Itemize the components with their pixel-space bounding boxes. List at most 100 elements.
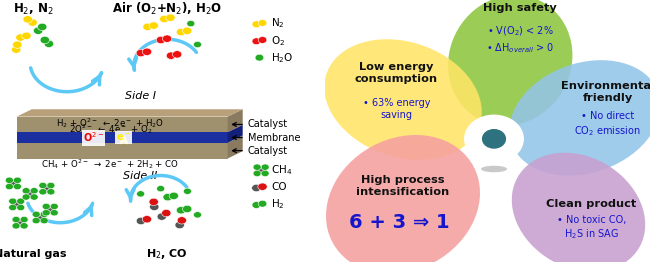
Circle shape bbox=[47, 189, 55, 195]
Circle shape bbox=[183, 188, 192, 194]
Text: N$_2$: N$_2$ bbox=[271, 17, 285, 30]
Circle shape bbox=[142, 216, 151, 223]
Polygon shape bbox=[227, 109, 242, 132]
Text: H$_2$O: H$_2$O bbox=[271, 51, 294, 64]
Circle shape bbox=[258, 183, 267, 190]
Circle shape bbox=[166, 52, 176, 59]
Circle shape bbox=[162, 35, 172, 42]
Circle shape bbox=[20, 223, 28, 229]
Polygon shape bbox=[227, 125, 242, 143]
Polygon shape bbox=[227, 135, 242, 159]
Circle shape bbox=[149, 22, 159, 29]
Circle shape bbox=[255, 54, 264, 61]
Circle shape bbox=[42, 184, 52, 193]
Circle shape bbox=[12, 46, 21, 53]
Circle shape bbox=[12, 200, 22, 209]
Circle shape bbox=[23, 16, 32, 23]
Text: Low energy
consumption: Low energy consumption bbox=[355, 62, 438, 84]
Circle shape bbox=[176, 28, 186, 36]
Circle shape bbox=[157, 185, 164, 192]
Circle shape bbox=[33, 27, 43, 34]
Text: • V(O$_2$) < 2%: • V(O$_2$) < 2% bbox=[487, 25, 553, 38]
Ellipse shape bbox=[512, 153, 645, 262]
Circle shape bbox=[22, 194, 30, 200]
Text: H$_2$, CO: H$_2$, CO bbox=[146, 247, 188, 261]
Circle shape bbox=[258, 37, 267, 43]
Circle shape bbox=[252, 38, 261, 45]
Circle shape bbox=[166, 14, 175, 21]
Circle shape bbox=[177, 217, 187, 224]
Circle shape bbox=[252, 201, 261, 208]
Circle shape bbox=[187, 20, 195, 27]
Text: Side II: Side II bbox=[124, 171, 158, 181]
Circle shape bbox=[50, 203, 58, 210]
Circle shape bbox=[150, 203, 159, 210]
Circle shape bbox=[8, 204, 17, 211]
Circle shape bbox=[261, 170, 269, 177]
Text: CH$_4$ + O$^{2-}$ $\rightarrow$ 2e$^-$ + 2H$_2$ + CO: CH$_4$ + O$^{2-}$ $\rightarrow$ 2e$^-$ +… bbox=[42, 157, 179, 171]
Circle shape bbox=[21, 32, 31, 40]
Circle shape bbox=[157, 213, 166, 220]
Circle shape bbox=[465, 115, 523, 162]
Circle shape bbox=[47, 182, 55, 189]
Circle shape bbox=[12, 41, 22, 48]
Ellipse shape bbox=[481, 166, 507, 172]
Text: 6 + 3 ⇒ 1: 6 + 3 ⇒ 1 bbox=[350, 213, 450, 232]
Circle shape bbox=[163, 193, 172, 201]
Circle shape bbox=[255, 166, 266, 174]
Circle shape bbox=[14, 183, 21, 190]
Circle shape bbox=[169, 192, 179, 200]
Circle shape bbox=[5, 183, 14, 190]
Circle shape bbox=[8, 179, 19, 188]
Circle shape bbox=[143, 23, 152, 30]
Text: O$_2$: O$_2$ bbox=[271, 34, 285, 47]
Circle shape bbox=[32, 217, 40, 224]
Circle shape bbox=[39, 189, 47, 195]
Circle shape bbox=[261, 164, 269, 170]
Circle shape bbox=[482, 130, 506, 148]
Text: e$^-$: e$^-$ bbox=[116, 132, 131, 143]
Polygon shape bbox=[17, 132, 227, 143]
Circle shape bbox=[44, 40, 53, 47]
Circle shape bbox=[30, 194, 38, 200]
Circle shape bbox=[40, 36, 49, 44]
Circle shape bbox=[17, 198, 25, 204]
Circle shape bbox=[252, 184, 261, 192]
Circle shape bbox=[176, 206, 186, 214]
Circle shape bbox=[194, 212, 202, 218]
Circle shape bbox=[42, 203, 50, 210]
Circle shape bbox=[194, 41, 202, 48]
Circle shape bbox=[17, 204, 25, 211]
Circle shape bbox=[156, 36, 166, 43]
Circle shape bbox=[50, 210, 58, 216]
Text: H$_2$, N$_2$: H$_2$, N$_2$ bbox=[13, 2, 54, 17]
Circle shape bbox=[5, 177, 14, 183]
Text: H$_2$ + O$^{2-}$ $\leftarrow$ 2e$^-$ + H$_2$O: H$_2$ + O$^{2-}$ $\leftarrow$ 2e$^-$ + H… bbox=[57, 116, 164, 130]
Text: • $\Delta$H$_{overall}$ > 0: • $\Delta$H$_{overall}$ > 0 bbox=[486, 42, 554, 55]
Circle shape bbox=[252, 21, 261, 28]
Text: 2O$^{2-}$ $\leftarrow$ 4e$^-$ + O$_2$: 2O$^{2-}$ $\leftarrow$ 4e$^-$ + O$_2$ bbox=[69, 122, 152, 136]
Text: High safety: High safety bbox=[483, 3, 557, 13]
Circle shape bbox=[32, 211, 40, 217]
Text: Catalyst: Catalyst bbox=[233, 119, 288, 129]
Text: H$_2$: H$_2$ bbox=[271, 198, 285, 211]
Circle shape bbox=[183, 27, 192, 35]
Circle shape bbox=[28, 19, 37, 26]
Text: • No direct
CO$_2$ emission: • No direct CO$_2$ emission bbox=[575, 111, 641, 138]
Circle shape bbox=[136, 191, 144, 197]
Circle shape bbox=[172, 51, 182, 58]
Circle shape bbox=[136, 49, 146, 57]
Circle shape bbox=[253, 164, 261, 170]
Bar bbox=[487, 149, 501, 162]
Text: Side I: Side I bbox=[125, 91, 156, 101]
Circle shape bbox=[142, 48, 151, 56]
Text: Clean product: Clean product bbox=[547, 199, 636, 209]
Text: Membrane: Membrane bbox=[233, 133, 300, 143]
Text: High process
intensification: High process intensification bbox=[356, 175, 450, 197]
Text: CH$_4$: CH$_4$ bbox=[271, 163, 293, 177]
Circle shape bbox=[136, 217, 146, 225]
Circle shape bbox=[258, 20, 267, 26]
Circle shape bbox=[35, 213, 46, 222]
Circle shape bbox=[39, 182, 47, 189]
Ellipse shape bbox=[510, 60, 650, 176]
